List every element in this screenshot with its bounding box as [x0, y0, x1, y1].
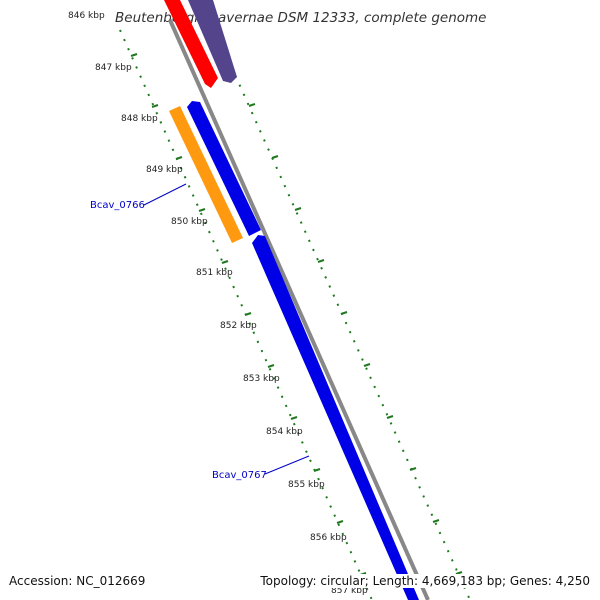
- gene-leader-line: [264, 455, 310, 475]
- gene-orange-bcav-0766[interactable]: [169, 106, 243, 243]
- gene-label-bcav-0767[interactable]: Bcav_0767: [212, 470, 267, 481]
- kbp-label: 847 kbp: [95, 63, 132, 73]
- topology-text: Topology: circular; Length: 4,669,183 bp…: [260, 574, 590, 588]
- gene-red-top[interactable]: [164, 0, 218, 88]
- kbp-label: 846 kbp: [68, 11, 105, 21]
- gene-blue-bcav-0767[interactable]: [252, 235, 419, 600]
- major-ticks: [130, 53, 463, 576]
- gene-slate-top[interactable]: [188, 0, 237, 83]
- kbp-label: 856 kbp: [310, 533, 347, 543]
- kbp-label: 849 kbp: [146, 165, 183, 175]
- kbp-label: 848 kbp: [121, 114, 158, 124]
- gene-leader-line: [143, 183, 187, 206]
- gene-label-bcav-0766[interactable]: Bcav_0766: [90, 200, 145, 211]
- kbp-label: 853 kbp: [243, 374, 280, 384]
- accession-text: Accession: NC_012669: [9, 574, 146, 588]
- kbp-label: 854 kbp: [266, 427, 303, 437]
- kbp-label: 857 kbp: [331, 586, 368, 596]
- genome-backbone: [168, 19, 430, 600]
- kbp-label: 855 kbp: [288, 480, 325, 490]
- kbp-label: 850 kbp: [171, 217, 208, 227]
- kbp-label: 851 kbp: [196, 268, 233, 278]
- kbp-label: 852 kbp: [220, 321, 257, 331]
- outer-tick-ruler: [214, 29, 471, 600]
- gene-blue-bcav-0766[interactable]: [187, 101, 261, 236]
